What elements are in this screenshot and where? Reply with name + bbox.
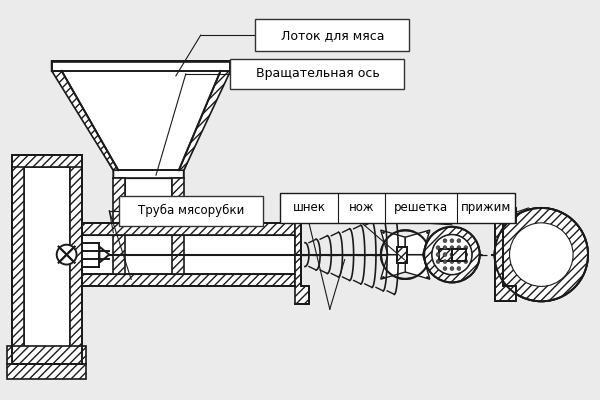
Circle shape — [457, 260, 461, 264]
Circle shape — [457, 239, 461, 243]
Polygon shape — [405, 255, 430, 279]
Polygon shape — [452, 249, 466, 260]
Bar — [256, 19, 409, 51]
Circle shape — [464, 246, 468, 250]
Circle shape — [443, 246, 447, 250]
Circle shape — [443, 253, 447, 257]
Polygon shape — [12, 155, 82, 167]
Text: решетка: решетка — [394, 202, 448, 214]
Polygon shape — [82, 274, 295, 286]
Polygon shape — [7, 346, 86, 364]
Circle shape — [443, 260, 447, 264]
Circle shape — [450, 239, 454, 243]
Polygon shape — [113, 178, 125, 286]
Polygon shape — [295, 205, 309, 304]
Polygon shape — [125, 178, 172, 286]
Polygon shape — [24, 167, 70, 364]
Polygon shape — [405, 230, 430, 255]
Circle shape — [457, 246, 461, 250]
Circle shape — [443, 266, 447, 270]
Circle shape — [494, 208, 588, 301]
Polygon shape — [82, 235, 295, 274]
Circle shape — [436, 260, 440, 264]
Polygon shape — [52, 61, 230, 71]
Polygon shape — [280, 193, 515, 223]
Text: Лоток для мяса: Лоток для мяса — [281, 29, 384, 42]
Circle shape — [464, 260, 468, 264]
Circle shape — [436, 246, 440, 250]
Circle shape — [457, 266, 461, 270]
Circle shape — [436, 253, 440, 257]
Polygon shape — [100, 247, 109, 262]
Polygon shape — [179, 71, 230, 170]
Polygon shape — [82, 243, 100, 266]
Bar — [230, 59, 404, 89]
Polygon shape — [82, 243, 100, 266]
Polygon shape — [70, 155, 82, 364]
Circle shape — [457, 253, 461, 257]
Text: прижим: прижим — [461, 202, 511, 214]
Polygon shape — [7, 364, 86, 379]
Text: шнек: шнек — [292, 202, 325, 214]
Polygon shape — [82, 223, 295, 235]
Circle shape — [464, 253, 468, 257]
Polygon shape — [397, 247, 407, 262]
Polygon shape — [380, 230, 405, 255]
Circle shape — [450, 246, 454, 250]
Circle shape — [450, 260, 454, 264]
Polygon shape — [494, 208, 517, 301]
Polygon shape — [380, 255, 405, 279]
Circle shape — [450, 253, 454, 257]
Text: Вращательная ось: Вращательная ось — [256, 67, 379, 80]
Wedge shape — [424, 227, 480, 282]
Circle shape — [432, 235, 472, 274]
Bar — [119, 196, 263, 226]
Polygon shape — [439, 249, 452, 260]
Text: Труба мясорубки: Труба мясорубки — [138, 204, 244, 218]
Polygon shape — [52, 71, 118, 170]
Circle shape — [450, 266, 454, 270]
Polygon shape — [172, 178, 184, 286]
Text: нож: нож — [349, 202, 374, 214]
Circle shape — [509, 223, 573, 286]
Polygon shape — [52, 61, 230, 178]
Polygon shape — [12, 155, 24, 364]
Circle shape — [57, 245, 77, 264]
Wedge shape — [494, 208, 588, 301]
Circle shape — [443, 239, 447, 243]
